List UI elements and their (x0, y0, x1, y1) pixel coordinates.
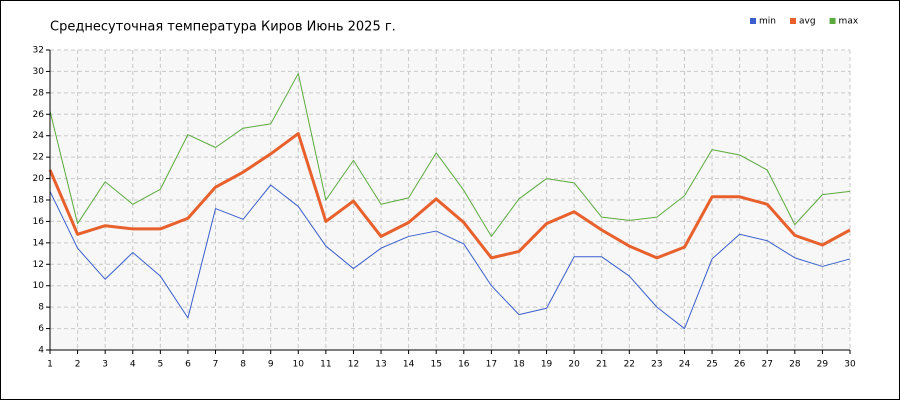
y-tick-label: 18 (33, 196, 45, 206)
y-tick-label: 10 (33, 281, 45, 291)
x-tick-label: 26 (734, 360, 746, 370)
x-tick-label: 7 (213, 360, 219, 370)
y-tick-label: 22 (33, 153, 44, 163)
x-tick-label: 24 (679, 360, 691, 370)
lines (48, 73, 851, 330)
y-tick-label: 20 (33, 174, 45, 184)
x-tick-label: 30 (844, 360, 856, 370)
legend-label: min (759, 17, 776, 27)
legend-label: max (839, 17, 859, 27)
x-tick-label: 10 (293, 360, 305, 370)
x-tick-label: 18 (513, 360, 525, 370)
x-tick-label: 22 (624, 360, 635, 370)
x-tick-label: 16 (458, 360, 470, 370)
x-tick-label: 8 (240, 360, 246, 370)
y-tick-label: 12 (33, 260, 44, 270)
y-tick-label: 14 (33, 238, 45, 248)
series-line (49, 73, 851, 237)
x-tick-label: 9 (268, 360, 274, 370)
y-tick-label: 6 (38, 324, 44, 334)
x-tick-label: 12 (348, 360, 359, 370)
x-tick-label: 3 (102, 360, 108, 370)
y-tick-label: 32 (33, 46, 44, 56)
x-tick-label: 1 (47, 360, 53, 370)
x-tick-label: 13 (375, 360, 386, 370)
legend: min avg max (750, 17, 859, 27)
x-tick-label: 14 (403, 360, 415, 370)
x-tick-label: 19 (541, 360, 553, 370)
x-tick-label: 17 (486, 360, 497, 370)
x-tick-label: 29 (817, 360, 829, 370)
legend-swatch (829, 18, 836, 24)
y-tick-label: 28 (33, 88, 45, 98)
y-tick-label: 26 (33, 110, 45, 120)
y-tick-label: 30 (33, 67, 45, 77)
series-line (49, 184, 851, 330)
chart-title: Среднесуточная температура Киров Июнь 20… (50, 20, 396, 35)
x-tick-label: 4 (130, 360, 136, 370)
series-line (48, 132, 851, 260)
legend-swatch (789, 18, 796, 24)
legend-label: avg (799, 17, 816, 27)
y-tick-label: 8 (38, 303, 44, 313)
x-tick-label: 6 (185, 360, 191, 370)
x-tick-label: 25 (706, 360, 717, 370)
x-tick-label: 23 (651, 360, 662, 370)
x-tick-label: 20 (568, 360, 580, 370)
x-tick-label: 5 (157, 360, 163, 370)
x-tick-label: 27 (762, 360, 773, 370)
legend-swatch (750, 18, 756, 24)
x-tick-label: 15 (430, 360, 441, 370)
y-tick-label: 24 (33, 131, 45, 141)
x-tick-label: 21 (596, 360, 607, 370)
x-tick-label: 11 (320, 360, 331, 370)
y-tick-label: 16 (33, 217, 45, 227)
y-tick-label: 4 (38, 346, 44, 356)
x-tick-label: 28 (789, 360, 801, 370)
x-tick-label: 2 (75, 360, 81, 370)
